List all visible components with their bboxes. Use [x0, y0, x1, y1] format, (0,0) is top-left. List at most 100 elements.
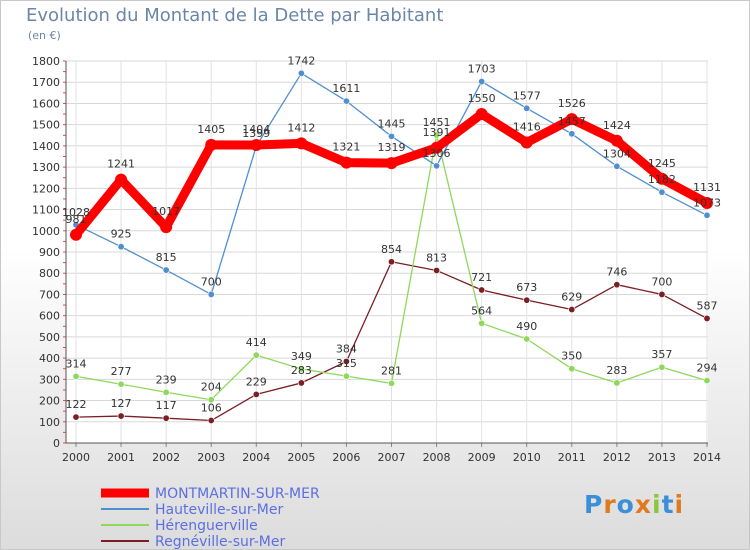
data-label-hauteville: 1028: [62, 206, 90, 219]
y-tick-label: 0: [53, 437, 60, 450]
data-point-regneville: [523, 296, 531, 304]
legend-label-montmartin: MONTMARTIN-SUR-MER: [155, 486, 320, 502]
data-label-hauteville: 1577: [513, 89, 541, 102]
x-tick-label: 2001: [107, 451, 135, 464]
data-label-hauteville: 1457: [558, 115, 586, 128]
data-point-hauteville: [568, 130, 576, 138]
data-label-regneville: 700: [651, 275, 672, 288]
data-point-regneville: [568, 306, 576, 314]
data-point-regneville: [72, 413, 80, 421]
y-tick-label: 300: [39, 373, 60, 386]
data-point-herenguerville: [252, 351, 260, 359]
y-tick-label: 900: [39, 246, 60, 259]
data-label-montmartin: 1416: [513, 120, 541, 133]
data-label-hauteville: 1073: [693, 196, 721, 209]
data-label-hauteville: 925: [111, 228, 132, 241]
data-point-hauteville: [433, 162, 441, 170]
data-point-herenguerville: [162, 388, 170, 396]
data-point-montmartin: [430, 141, 443, 154]
logo-letter: o: [616, 490, 635, 519]
data-label-herenguerville: 204: [201, 381, 222, 394]
y-tick-label: 700: [39, 288, 60, 301]
data-point-montmartin: [610, 134, 623, 147]
data-label-herenguerville: 277: [111, 365, 132, 378]
y-tick-label: 1300: [32, 161, 60, 174]
data-label-regneville: 283: [291, 364, 312, 377]
logo-letter: i: [652, 490, 662, 519]
data-label-montmartin: 1017: [152, 205, 180, 218]
legend-label-regneville: Regnéville-sur-Mer: [155, 534, 285, 549]
legend-label-herenguerville: Hérenguerville: [155, 518, 258, 534]
x-tick-label: 2008: [423, 451, 451, 464]
data-point-herenguerville: [703, 377, 711, 385]
data-point-montmartin: [385, 157, 398, 170]
data-label-hauteville: 700: [201, 275, 222, 288]
y-tick-label: 100: [39, 416, 60, 429]
data-point-hauteville: [658, 188, 666, 196]
x-tick-label: 2014: [693, 451, 721, 464]
data-label-herenguerville: 564: [471, 304, 492, 317]
data-label-montmartin: 1391: [423, 126, 451, 139]
data-point-hauteville: [523, 104, 531, 112]
data-label-montmartin: 1424: [603, 119, 631, 132]
data-label-montmartin: 1412: [287, 121, 315, 134]
data-point-regneville: [433, 266, 441, 274]
data-point-herenguerville: [568, 365, 576, 373]
y-tick-label: 1600: [32, 97, 60, 110]
y-tick-label: 1400: [32, 140, 60, 153]
data-label-herenguerville: 350: [561, 350, 582, 363]
data-label-herenguerville: 239: [156, 373, 177, 386]
x-tick-label: 2011: [558, 451, 586, 464]
x-tick-label: 2002: [152, 451, 180, 464]
x-tick-label: 2000: [62, 451, 90, 464]
data-label-hauteville: 1306: [423, 147, 451, 160]
x-tick-label: 2007: [378, 451, 406, 464]
data-label-regneville: 854: [381, 243, 402, 256]
data-point-hauteville: [297, 69, 305, 77]
data-point-hauteville: [342, 97, 350, 105]
chart-title: Evolution du Montant de la Dette par Hab…: [26, 5, 444, 26]
data-label-montmartin: 1405: [197, 123, 225, 136]
data-point-herenguerville: [207, 396, 215, 404]
logo-letter: i: [674, 490, 685, 519]
data-point-hauteville: [703, 211, 711, 219]
data-point-herenguerville: [297, 365, 305, 373]
data-label-montmartin: 981: [66, 213, 87, 226]
data-point-montmartin: [340, 156, 353, 169]
y-tick-label: 800: [39, 267, 60, 280]
y-tick-label: 400: [39, 352, 60, 365]
data-label-herenguerville: 1451: [423, 116, 451, 129]
logo-letter: P: [584, 490, 604, 519]
data-label-hauteville: 1399: [242, 127, 270, 140]
x-tick-label: 2009: [468, 451, 496, 464]
data-point-regneville: [703, 314, 711, 322]
data-point-regneville: [658, 290, 666, 298]
data-point-montmartin: [160, 221, 173, 234]
data-label-herenguerville: 349: [291, 350, 312, 363]
data-label-hauteville: 1182: [648, 173, 676, 186]
data-point-montmartin: [250, 139, 263, 152]
data-point-regneville: [342, 358, 350, 366]
data-point-regneville: [117, 412, 125, 420]
data-label-herenguerville: 314: [66, 357, 87, 370]
y-tick-label: 500: [39, 331, 60, 344]
data-point-montmartin: [655, 172, 668, 185]
x-tick-label: 2012: [603, 451, 631, 464]
data-point-regneville: [252, 390, 260, 398]
x-tick-label: 2005: [287, 451, 315, 464]
data-point-montmartin: [701, 196, 713, 209]
x-tick-label: 2006: [332, 451, 360, 464]
data-point-herenguerville: [658, 363, 666, 371]
data-label-regneville: 127: [111, 397, 132, 410]
x-tick-label: 2010: [513, 451, 541, 464]
x-tick-label: 2003: [197, 451, 225, 464]
data-point-regneville: [478, 286, 486, 294]
data-label-herenguerville: 315: [336, 357, 357, 370]
data-label-montmartin: 1404: [242, 123, 270, 136]
data-label-herenguerville: 283: [606, 364, 627, 377]
data-point-montmartin: [475, 108, 488, 121]
y-tick-label: 1000: [32, 225, 60, 238]
data-label-hauteville: 1611: [332, 82, 360, 95]
